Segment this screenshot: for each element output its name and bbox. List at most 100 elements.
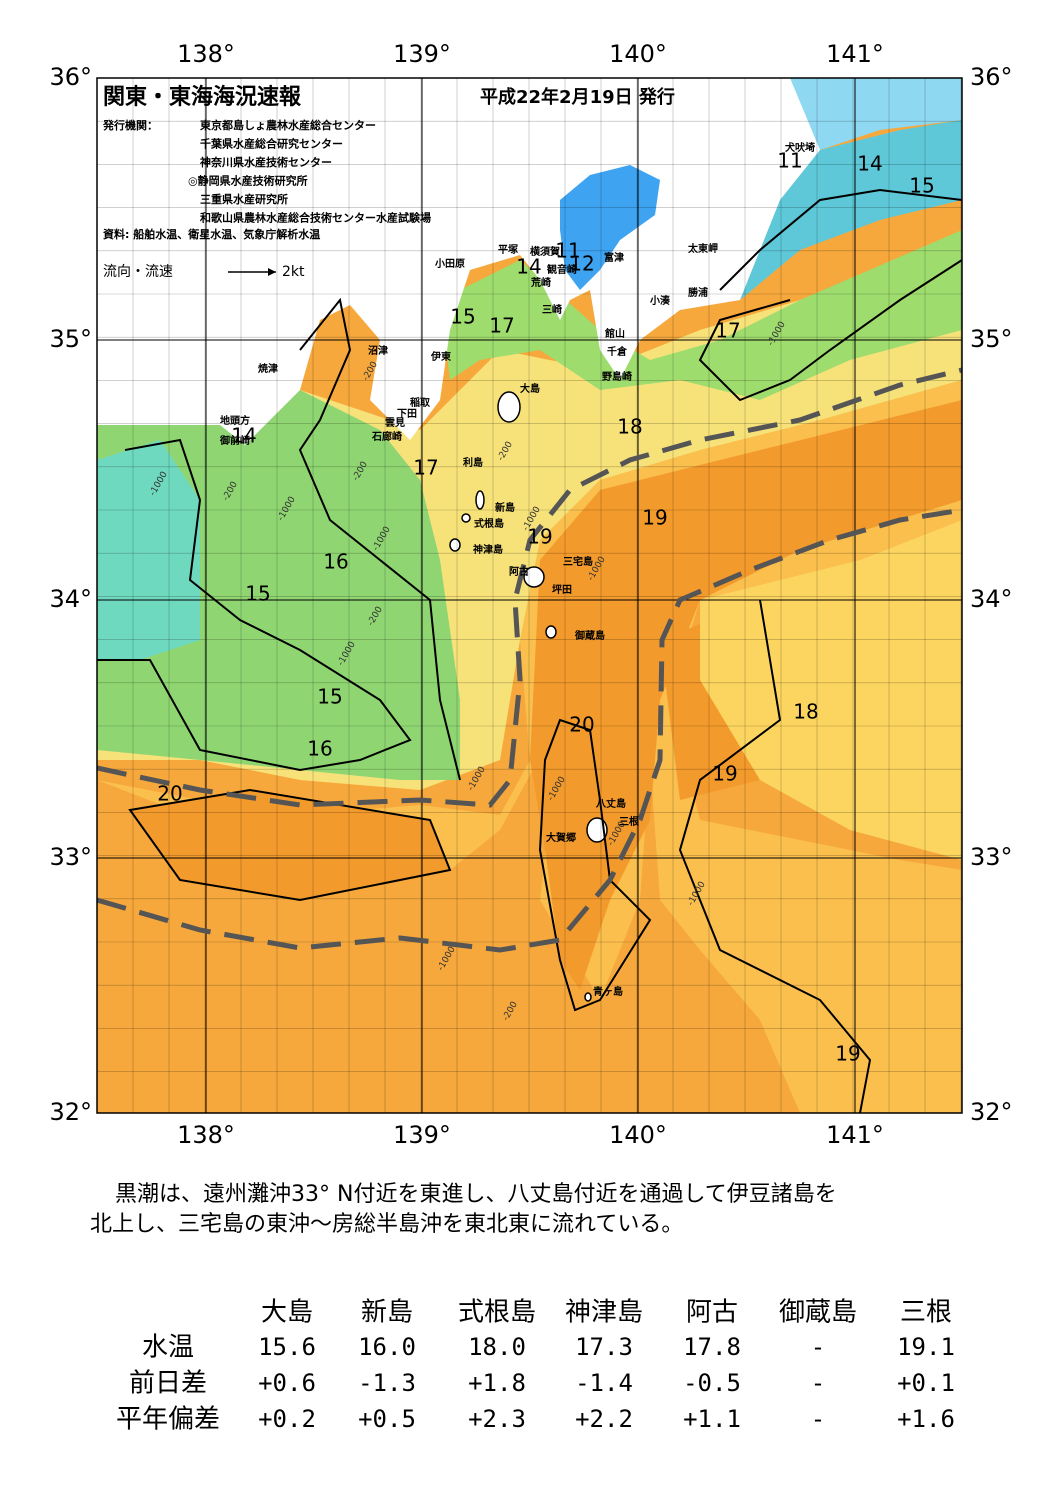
contour-label: 11 [777,149,802,173]
issue-date: 平成22年2月19日 発行 [480,86,675,108]
contour-label: 15 [450,305,475,329]
sea-zone-14 [97,440,200,660]
sea-zone-20 [130,790,450,900]
sea-zone-18 [700,520,962,860]
map-frame [96,77,963,1114]
contour-label: 18 [617,415,642,439]
contour-label: 15 [245,582,270,606]
table-header: 大島 [261,1298,313,1328]
table-header: 新島 [361,1298,413,1328]
place-name: 阿古 [509,565,529,578]
legend-arrow-head [268,268,276,276]
place-name: 神津島 [473,543,503,556]
table-cell: +2.2 [575,1405,633,1433]
place-name: 富津 [604,251,624,264]
lon-label: 138° [177,1121,235,1149]
legend-label: 流向・流速 [103,264,173,280]
table-cell: +1.8 [468,1369,526,1397]
issuer: 和歌山県農林水産総合技術センター水産試験場 [200,211,431,225]
lon-label: 141° [826,1121,884,1149]
lat-label: 33° [970,843,1013,871]
map-body [97,78,962,1113]
contour-label: 15 [317,685,342,709]
contour-label: 14 [516,255,541,279]
table-cell: +1.1 [683,1405,741,1433]
place-name: 地頭方 [220,414,250,427]
lon-label: 140° [609,1121,667,1149]
table-cell: - [811,1405,825,1433]
issuer: 三重県水産研究所 [200,192,288,206]
place-name: 荒崎 [530,276,551,289]
place-name: 野島崎 [602,370,632,383]
table-header: 式根島 [458,1298,536,1328]
lon-label: 139° [393,1121,451,1149]
contour-label: 19 [642,506,667,530]
issuer: 東京都島しょ農林水産総合センター [200,118,376,132]
sea-zone-16 [440,230,962,400]
issuer: ◎静岡県水産技術研究所 [188,174,308,188]
place-name: 太東岬 [687,242,718,255]
row-label: 前日差 [129,1369,207,1399]
lon-label: 141° [826,40,884,68]
contour-label: 12 [569,252,594,276]
place-name: 焼津 [258,362,278,375]
lon-label: 138° [177,40,235,68]
contour-label: 19 [835,1042,860,1066]
table-cell: -1.3 [358,1369,416,1397]
tokyo-bay [560,165,660,290]
place-name: 勝浦 [688,286,708,299]
summary-line: 黒潮は、遠州灘沖33° N付近を東進し、八丈島付近を通過して伊豆諸島を [115,1182,837,1207]
lat-label: 36° [970,63,1013,91]
lon-label: 139° [393,40,451,68]
place-name: 千倉 [607,345,628,358]
lat-label: 34° [49,585,92,613]
issuer-label: 発行機関： [102,118,158,132]
table-cell: - [811,1333,825,1361]
contour-label: 18 [793,700,818,724]
table-cell: +0.2 [258,1405,316,1433]
table-cell: 17.8 [683,1333,741,1361]
place-name: 八丈島 [595,797,626,810]
table-cell: 18.0 [468,1333,526,1361]
table-cell: - [811,1369,825,1397]
contour-label: 17 [413,456,438,480]
table-header: 阿古 [686,1298,738,1328]
sea-zone-13 [700,120,962,300]
issuer: 神奈川県水産技術センター [200,155,332,169]
contour-label: 17 [489,314,514,338]
islands [449,391,608,1002]
place-name: 横須賀 [530,245,560,258]
place-name: 平塚 [498,243,518,256]
table-cell: +0.5 [358,1405,416,1433]
lat-label: 35° [970,325,1013,353]
lat-label: 32° [970,1098,1013,1126]
place-name: 青ヶ島 [593,985,623,998]
table-cell: -1.4 [575,1369,633,1397]
lat-label: 36° [49,63,92,91]
place-name: 坪田 [552,583,572,596]
place-name: 三根 [619,815,639,828]
contour-label: 16 [307,737,332,761]
table-header: 御蔵島 [779,1298,857,1328]
place-name: 石廊崎 [371,430,402,443]
legend-scale: 2kt [282,264,305,280]
place-name: 三宅島 [563,555,593,568]
table-cell: 15.6 [258,1333,316,1361]
place-name: 三崎 [542,303,562,316]
place-name: 御蔵島 [574,629,605,642]
row-label: 平年偏差 [116,1405,220,1435]
contour-label: 20 [157,782,182,806]
contour-label: 15 [909,174,934,198]
contour-label: 11 [555,239,580,263]
table-cell: 16.0 [358,1333,416,1361]
table-cell: 17.3 [575,1333,633,1361]
place-name: 利島 [463,456,483,469]
table-cell: +0.1 [897,1369,955,1397]
place-name: 犬吠埼 [785,141,815,154]
row-label: 水温 [142,1333,194,1363]
contour-label: 19 [712,762,737,786]
table-cell: +1.6 [897,1405,955,1433]
place-name: 観音崎 [547,263,577,276]
